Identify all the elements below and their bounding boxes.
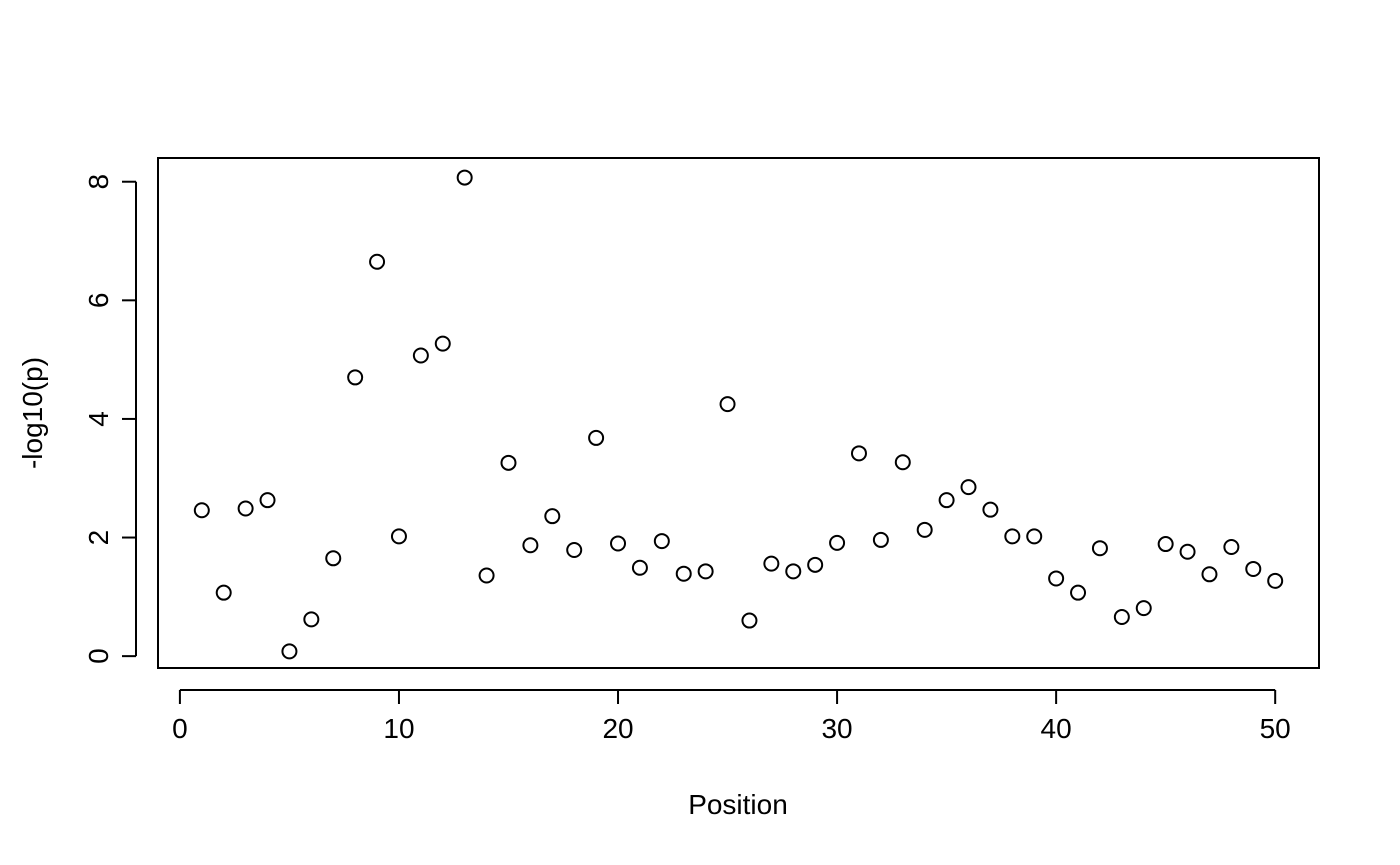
- x-tick-label: 50: [1260, 713, 1291, 744]
- y-tick-label: 0: [83, 648, 114, 664]
- data-point: [763, 555, 780, 572]
- data-point: [522, 537, 539, 554]
- x-axis: 0 10 20 30 40 50: [172, 689, 1291, 744]
- data-point: [1201, 566, 1218, 583]
- plot-frame: [157, 157, 1320, 669]
- data-point: [960, 479, 977, 496]
- data-point: [500, 454, 517, 471]
- y-tick-label: 4: [83, 411, 114, 427]
- x-tick-label: 20: [602, 713, 633, 744]
- data-point: [369, 253, 386, 270]
- data-point: [697, 563, 714, 580]
- data-point: [675, 565, 692, 582]
- data-point: [1048, 570, 1065, 587]
- data-point: [1004, 528, 1021, 545]
- data-point: [325, 550, 342, 567]
- data-point: [259, 492, 276, 509]
- data-point: [785, 563, 802, 580]
- data-point: [1223, 539, 1240, 556]
- data-point: [588, 429, 605, 446]
- data-point: [631, 559, 648, 576]
- data-points: [193, 169, 1284, 660]
- y-axis-title: -log10(p): [17, 357, 48, 469]
- data-point: [1026, 528, 1043, 545]
- x-tick-label: 40: [1041, 713, 1072, 744]
- data-point: [894, 454, 911, 471]
- data-point: [850, 445, 867, 462]
- data-point: [566, 541, 583, 558]
- data-point: [982, 501, 999, 518]
- data-point: [544, 508, 561, 525]
- data-point: [390, 528, 407, 545]
- data-point: [434, 335, 451, 352]
- data-point: [303, 611, 320, 628]
- data-point: [741, 612, 758, 629]
- data-point: [1135, 600, 1152, 617]
- data-point: [456, 169, 473, 186]
- data-point: [807, 556, 824, 573]
- x-axis-title: Position: [688, 789, 788, 820]
- y-tick-label: 6: [83, 293, 114, 309]
- y-tick-label: 8: [83, 174, 114, 190]
- data-point: [1267, 572, 1284, 589]
- data-point: [1070, 584, 1087, 601]
- data-point: [938, 492, 955, 509]
- data-point: [653, 533, 670, 550]
- data-point: [610, 535, 627, 552]
- data-point: [1157, 536, 1174, 553]
- data-point: [281, 643, 298, 660]
- data-point: [347, 369, 364, 386]
- data-point: [215, 584, 232, 601]
- data-point: [1179, 543, 1196, 560]
- x-tick-label: 30: [821, 713, 852, 744]
- data-point: [916, 521, 933, 538]
- data-point: [478, 567, 495, 584]
- x-tick-label: 0: [172, 713, 188, 744]
- data-point: [1091, 540, 1108, 557]
- y-tick-label: 2: [83, 530, 114, 546]
- data-point: [237, 500, 254, 517]
- data-point: [1245, 560, 1262, 577]
- data-point: [829, 534, 846, 551]
- data-point: [872, 531, 889, 548]
- data-point: [412, 347, 429, 364]
- x-tick-label: 10: [383, 713, 414, 744]
- data-point: [1113, 609, 1130, 625]
- data-point: [193, 502, 210, 519]
- data-point: [719, 396, 736, 413]
- y-axis: 0 2 4 6 8: [83, 174, 137, 664]
